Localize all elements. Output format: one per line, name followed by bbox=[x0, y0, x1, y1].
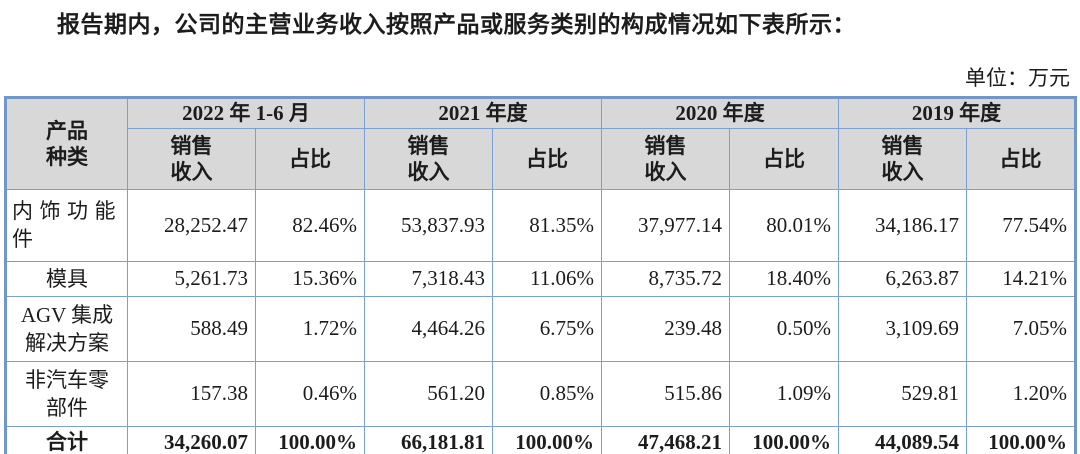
cell-share: 0.46% bbox=[255, 360, 365, 427]
col-group-2021: 2021 年度 bbox=[364, 96, 602, 129]
cell-share: 11.06% bbox=[492, 260, 602, 297]
cell-revenue: 34,260.07 bbox=[127, 425, 256, 454]
revenue-breakdown-table: 产品 种类 2022 年 1-6 月 2021 年度 2020 年度 2019 … bbox=[4, 95, 1077, 454]
cell-share: 82.46% bbox=[255, 188, 365, 262]
subheader-share: 占比 bbox=[966, 127, 1076, 190]
cell-share: 100.00% bbox=[966, 425, 1076, 454]
cell-share: 81.35% bbox=[492, 188, 602, 262]
subheader-share: 占比 bbox=[729, 127, 839, 190]
cell-revenue: 37,977.14 bbox=[601, 188, 730, 262]
cell-share: 80.01% bbox=[729, 188, 839, 262]
cell-share: 15.36% bbox=[255, 260, 365, 297]
cell-revenue: 515.86 bbox=[601, 360, 730, 427]
table-row-non-auto-parts: 非汽车零 部件 157.38 0.46% 561.20 0.85% 515.86… bbox=[5, 360, 1076, 427]
col-group-2020: 2020 年度 bbox=[601, 96, 839, 129]
cell-share: 14.21% bbox=[966, 260, 1076, 297]
cell-revenue: 28,252.47 bbox=[127, 188, 256, 262]
cell-revenue: 3,109.69 bbox=[838, 295, 967, 362]
cell-revenue: 5,261.73 bbox=[127, 260, 256, 297]
subheader-revenue: 销售 收入 bbox=[838, 127, 967, 190]
cell-share: 1.72% bbox=[255, 295, 365, 362]
cell-share: 0.85% bbox=[492, 360, 602, 427]
cell-share: 100.00% bbox=[729, 425, 839, 454]
cell-revenue: 157.38 bbox=[127, 360, 256, 427]
cell-revenue: 6,263.87 bbox=[838, 260, 967, 297]
cell-share: 100.00% bbox=[492, 425, 602, 454]
row-label: 内饰功能 件 bbox=[5, 188, 128, 262]
table-row-total: 合计 34,260.07 100.00% 66,181.81 100.00% 4… bbox=[5, 425, 1076, 454]
cell-revenue: 44,089.54 bbox=[838, 425, 967, 454]
table-row-agv-integration: AGV 集成 解决方案 588.49 1.72% 4,464.26 6.75% … bbox=[5, 295, 1076, 362]
row-label: AGV 集成 解决方案 bbox=[5, 295, 128, 362]
cell-share: 7.05% bbox=[966, 295, 1076, 362]
cell-share: 18.40% bbox=[729, 260, 839, 297]
unit-label: 单位：万元 bbox=[965, 65, 1070, 90]
table-row-molds: 模具 5,261.73 15.36% 7,318.43 11.06% 8,735… bbox=[5, 260, 1076, 297]
cell-revenue: 4,464.26 bbox=[364, 295, 493, 362]
row-label: 非汽车零 部件 bbox=[5, 360, 128, 427]
cell-share: 100.00% bbox=[255, 425, 365, 454]
cell-share: 6.75% bbox=[492, 295, 602, 362]
intro-paragraph: 报告期内，公司的主营业务收入按照产品或服务类别的构成情况如下表所示： bbox=[57, 12, 856, 37]
subheader-share: 占比 bbox=[492, 127, 602, 190]
subheader-revenue: 销售 收入 bbox=[364, 127, 493, 190]
cell-revenue: 561.20 bbox=[364, 360, 493, 427]
header-sub-row: 销售 收入 占比 销售 收入 占比 销售 收入 占比 销售 收入 占比 bbox=[6, 127, 1076, 190]
subheader-share: 占比 bbox=[255, 127, 365, 190]
cell-revenue: 7,318.43 bbox=[364, 260, 493, 297]
cell-revenue: 8,735.72 bbox=[601, 260, 730, 297]
cell-share: 77.54% bbox=[966, 188, 1076, 262]
cell-revenue: 588.49 bbox=[127, 295, 256, 362]
subheader-revenue: 销售 收入 bbox=[601, 127, 730, 190]
cell-revenue: 53,837.93 bbox=[364, 188, 493, 262]
cell-share: 1.09% bbox=[729, 360, 839, 427]
col-group-2022h1: 2022 年 1-6 月 bbox=[127, 96, 365, 129]
subheader-revenue: 销售 收入 bbox=[127, 127, 256, 190]
cell-revenue: 34,186.17 bbox=[838, 188, 967, 262]
cell-revenue: 239.48 bbox=[601, 295, 730, 362]
cell-share: 1.20% bbox=[966, 360, 1076, 427]
col-group-2019: 2019 年度 bbox=[838, 96, 1076, 129]
cell-revenue: 47,468.21 bbox=[601, 425, 730, 454]
table-row-interior-functional-parts: 内饰功能 件 28,252.47 82.46% 53,837.93 81.35%… bbox=[5, 188, 1076, 262]
cell-revenue: 66,181.81 bbox=[364, 425, 493, 454]
cell-share: 0.50% bbox=[729, 295, 839, 362]
header-group-row: 产品 种类 2022 年 1-6 月 2021 年度 2020 年度 2019 … bbox=[5, 96, 1076, 190]
row-label-total: 合计 bbox=[5, 425, 128, 454]
corner-header-product-category: 产品 种类 bbox=[5, 96, 128, 190]
row-label: 模具 bbox=[5, 260, 128, 297]
cell-revenue: 529.81 bbox=[838, 360, 967, 427]
